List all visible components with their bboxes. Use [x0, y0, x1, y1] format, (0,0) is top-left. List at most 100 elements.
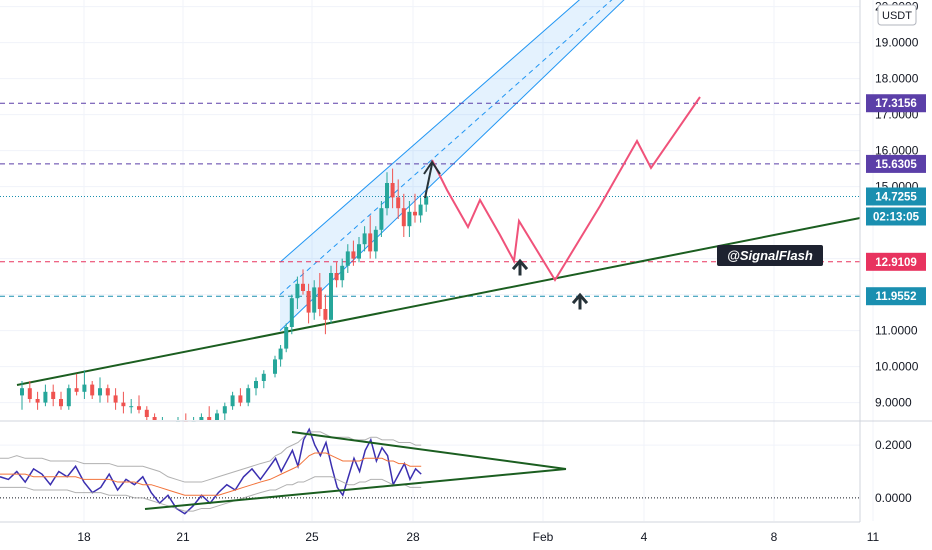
projected-path[interactable]	[431, 96, 701, 282]
candle	[35, 391, 40, 410]
candle-body	[35, 399, 40, 403]
price-tick-label: 9.0000	[875, 396, 912, 410]
candle	[105, 384, 110, 403]
candle-body	[66, 388, 71, 407]
candle	[90, 381, 95, 399]
candle-body	[379, 208, 384, 230]
indicator-trendlines[interactable]	[144, 431, 567, 510]
time-tick-label: 25	[305, 530, 319, 544]
indicator-band-line	[0, 431, 422, 483]
projected-path-line[interactable]	[431, 96, 701, 282]
time-tick-label: 28	[406, 530, 420, 544]
candle-body	[59, 399, 63, 407]
candle	[357, 237, 361, 263]
candle-body	[261, 373, 266, 381]
indicator-signal-line	[0, 452, 422, 496]
candle-body	[295, 283, 300, 299]
candle-body	[98, 388, 102, 396]
candle	[113, 388, 118, 410]
price-badge-label: 12.9109	[875, 257, 917, 269]
up-arrow-icon	[511, 258, 529, 276]
candle-body	[152, 417, 157, 420]
candle-body	[306, 291, 311, 313]
candle	[207, 406, 212, 420]
candle	[246, 384, 251, 407]
candle	[334, 262, 339, 288]
candle-body	[222, 406, 227, 414]
indicator-pane[interactable]	[0, 427, 567, 515]
price-badge	[866, 154, 926, 173]
candle-body	[407, 211, 412, 227]
candle	[373, 226, 378, 259]
candle-body	[246, 388, 251, 403]
candle-body	[323, 309, 328, 320]
candle	[273, 355, 277, 378]
candle-body	[129, 406, 134, 408]
price-pane[interactable]: @SignalFlash	[0, 0, 861, 422]
indicator-lower-trendline[interactable]	[144, 468, 567, 510]
candle-body	[413, 211, 417, 216]
candle	[345, 244, 350, 273]
price-tick-label: 11.0000	[875, 324, 918, 338]
indicator-scale[interactable]: 0.2000 0.0000	[875, 438, 912, 505]
candle-body	[137, 406, 141, 410]
candle-body	[20, 388, 24, 396]
price-tick-label: 19.0000	[875, 36, 919, 50]
candle	[66, 384, 71, 410]
price-badges: 17.3156 15.6305 14.7255 12.9109 11.9552 02:13…	[866, 94, 926, 306]
price-tick-label: 10.0000	[875, 360, 919, 374]
candles	[20, 168, 429, 422]
candle-body	[401, 208, 406, 227]
indicator-upper-trendline[interactable]	[291, 431, 567, 470]
candle	[20, 381, 24, 410]
channel-bottom-line[interactable]	[279, 0, 733, 331]
time-tick-label: Feb	[533, 530, 554, 544]
time-tick-label: 8	[771, 530, 778, 544]
price-tick-label: 16.0000	[875, 144, 919, 158]
candle	[323, 294, 328, 335]
candle	[407, 201, 412, 237]
time-scale[interactable]: 18 21 25 28 Feb 4 8 11	[77, 530, 879, 544]
candle	[43, 384, 48, 407]
candle-body	[368, 233, 373, 252]
candle	[312, 280, 317, 320]
annotation-arrows	[423, 160, 589, 310]
candle-body	[329, 273, 333, 320]
countdown-label: 02:13:05	[873, 211, 920, 223]
candle-body	[362, 233, 367, 245]
indicator-series	[0, 427, 422, 515]
price-badge	[866, 287, 926, 306]
candle-body	[105, 388, 110, 396]
candle	[215, 409, 219, 420]
candle-body	[82, 384, 87, 392]
watermark-badge: @SignalFlash	[717, 245, 823, 266]
candle	[144, 406, 149, 420]
channel-mid-line[interactable]	[279, 0, 733, 295]
candle	[152, 413, 157, 420]
candle	[278, 345, 283, 367]
parallel-channel[interactable]	[279, 0, 733, 331]
candle-body	[51, 391, 56, 399]
candle-body	[113, 395, 118, 403]
candle	[129, 399, 134, 414]
indicator-tick-label: 0.0000	[875, 491, 912, 505]
currency-badge[interactable]: USDT	[877, 4, 917, 26]
candle	[238, 388, 243, 407]
candle-body	[390, 183, 395, 198]
candle	[413, 193, 417, 223]
candle	[27, 381, 32, 403]
candle	[121, 391, 126, 414]
candle	[317, 273, 322, 317]
time-tick-label: 4	[641, 530, 648, 544]
candle-body	[334, 273, 339, 281]
candle	[199, 413, 204, 420]
candle	[301, 269, 305, 295]
time-tick-label: 18	[77, 530, 91, 544]
candle	[222, 402, 227, 420]
candle-body	[373, 229, 378, 252]
candle-body	[317, 287, 322, 309]
candle	[98, 377, 102, 403]
channel-top-line[interactable]	[279, 0, 733, 263]
candle	[379, 201, 384, 237]
